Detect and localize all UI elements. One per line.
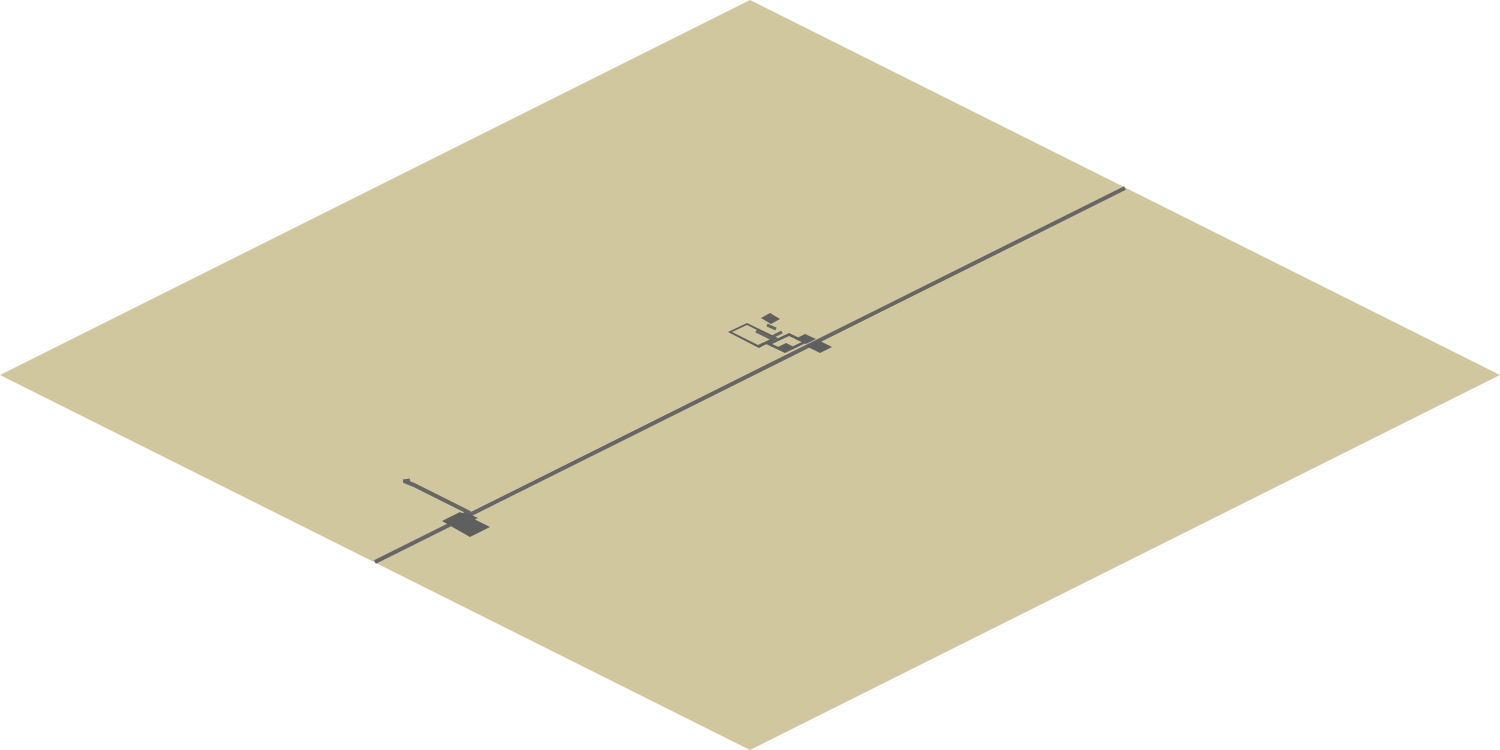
west-road-stub [402, 478, 411, 483]
east-settlement[interactable] [728, 313, 832, 353]
east-building-north[interactable] [761, 313, 780, 324]
east-building-block-b[interactable] [795, 334, 816, 344]
east-building-block-c[interactable] [806, 340, 832, 353]
west-settlement[interactable] [402, 478, 490, 537]
west-road-spur [403, 479, 471, 515]
east-path-1 [755, 329, 783, 340]
east-building-block-a[interactable] [776, 343, 794, 352]
main-road[interactable] [374, 186, 1126, 564]
east-compound-inner [732, 325, 773, 345]
west-building-annex[interactable] [452, 512, 478, 524]
east-path-2 [766, 323, 777, 331]
